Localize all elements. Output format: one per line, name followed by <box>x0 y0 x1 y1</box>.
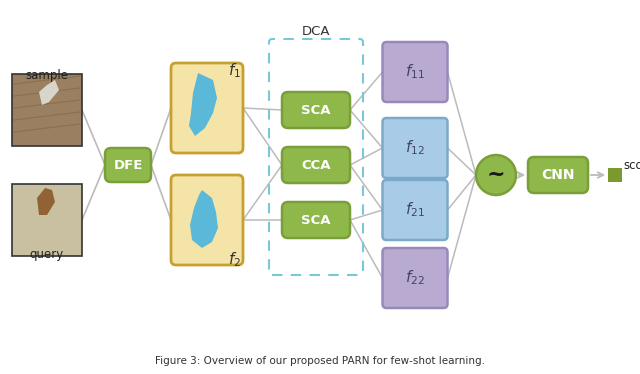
Text: sample: sample <box>26 69 68 82</box>
FancyBboxPatch shape <box>171 63 243 153</box>
Text: SCA: SCA <box>301 104 331 116</box>
FancyBboxPatch shape <box>12 184 82 256</box>
Text: DCA: DCA <box>301 25 330 38</box>
FancyBboxPatch shape <box>282 202 350 238</box>
Text: SCA: SCA <box>301 214 331 227</box>
Text: $f_{11}$: $f_{11}$ <box>405 63 425 82</box>
FancyBboxPatch shape <box>12 74 82 146</box>
Text: ~: ~ <box>486 164 506 186</box>
Text: DFE: DFE <box>113 159 143 172</box>
Polygon shape <box>189 73 217 136</box>
Text: query: query <box>30 248 64 261</box>
Text: CCA: CCA <box>301 159 331 172</box>
FancyBboxPatch shape <box>383 248 447 308</box>
Bar <box>608 168 622 182</box>
FancyBboxPatch shape <box>383 118 447 178</box>
Text: $f_{12}$: $f_{12}$ <box>405 139 425 157</box>
Polygon shape <box>39 80 59 105</box>
FancyBboxPatch shape <box>383 180 447 240</box>
Ellipse shape <box>476 155 516 195</box>
Text: $f_2$: $f_2$ <box>228 251 241 269</box>
Text: $f_1$: $f_1$ <box>228 62 241 80</box>
Text: $f_{22}$: $f_{22}$ <box>405 269 425 287</box>
Text: $f_{21}$: $f_{21}$ <box>405 200 425 219</box>
FancyBboxPatch shape <box>528 157 588 193</box>
FancyBboxPatch shape <box>105 148 151 182</box>
FancyBboxPatch shape <box>171 175 243 265</box>
Polygon shape <box>37 188 55 215</box>
Text: score: score <box>623 159 640 172</box>
Text: Figure 3: Overview of our proposed PARN for few-shot learning.: Figure 3: Overview of our proposed PARN … <box>155 356 485 366</box>
Text: CNN: CNN <box>541 168 575 182</box>
FancyBboxPatch shape <box>383 42 447 102</box>
FancyBboxPatch shape <box>282 92 350 128</box>
FancyBboxPatch shape <box>282 147 350 183</box>
Polygon shape <box>190 190 218 248</box>
